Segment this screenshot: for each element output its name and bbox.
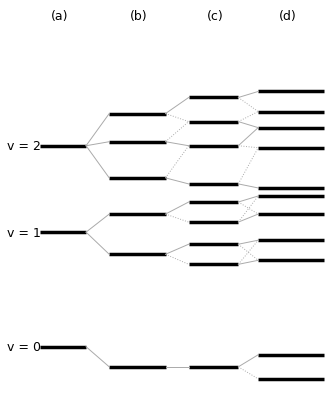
Text: (c): (c) — [207, 10, 223, 23]
Text: (a): (a) — [51, 10, 68, 23]
Text: v = 1: v = 1 — [7, 226, 40, 239]
Text: (b): (b) — [130, 10, 148, 23]
Text: v = 0: v = 0 — [7, 340, 41, 353]
Text: (d): (d) — [279, 10, 297, 23]
Text: v = 2: v = 2 — [7, 140, 40, 153]
